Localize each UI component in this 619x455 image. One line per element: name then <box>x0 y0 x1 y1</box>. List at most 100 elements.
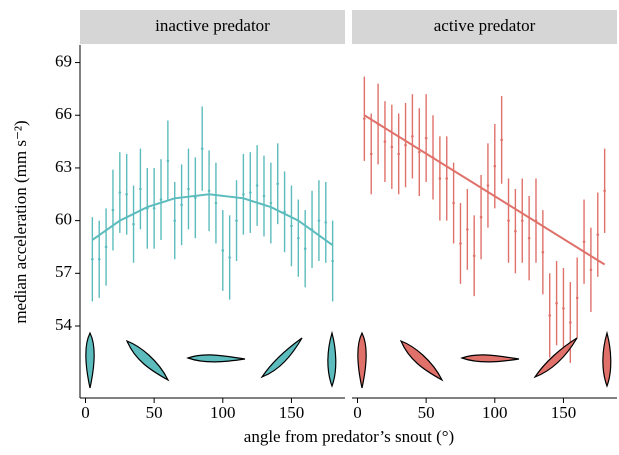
fish <box>533 337 578 379</box>
point <box>303 247 307 251</box>
point <box>445 177 449 180</box>
fish <box>460 354 520 363</box>
point <box>363 117 366 121</box>
y-tick-label: 54 <box>55 315 73 334</box>
point <box>466 228 469 231</box>
point <box>582 240 586 243</box>
fish <box>327 330 337 388</box>
point <box>248 191 252 194</box>
point <box>221 249 225 252</box>
point <box>97 257 101 261</box>
x-tick-label: 50 <box>418 403 435 422</box>
trend-line <box>363 114 606 266</box>
point <box>569 321 572 324</box>
point <box>132 222 135 226</box>
point <box>91 257 94 261</box>
point <box>159 198 163 201</box>
x-tick-label: 150 <box>279 403 305 422</box>
fish <box>85 331 95 389</box>
point <box>486 184 490 187</box>
point <box>472 254 476 258</box>
point <box>555 301 558 305</box>
y-tick-label: 57 <box>55 262 73 281</box>
strip-header <box>352 10 617 44</box>
point <box>255 184 259 187</box>
point <box>596 233 600 236</box>
point <box>438 177 442 180</box>
point <box>125 192 128 196</box>
x-tick-label: 100 <box>210 403 236 422</box>
point <box>194 196 197 200</box>
point <box>603 189 606 193</box>
point <box>500 138 503 142</box>
point <box>228 256 231 259</box>
trend-line <box>91 193 334 247</box>
fish <box>260 337 303 379</box>
x-tick-label: 100 <box>482 403 508 422</box>
panel-title: inactive predator <box>155 16 270 35</box>
point <box>331 259 334 263</box>
point <box>390 145 394 149</box>
point <box>214 201 218 205</box>
point <box>589 268 593 272</box>
point <box>242 192 245 196</box>
fish <box>125 339 170 382</box>
point <box>235 219 238 222</box>
point <box>262 194 266 198</box>
point <box>187 187 190 191</box>
fish <box>399 339 444 382</box>
y-tick-label: 66 <box>55 104 72 123</box>
point <box>324 221 328 224</box>
point <box>507 219 510 222</box>
point <box>180 203 183 207</box>
point <box>383 140 387 143</box>
point <box>290 224 293 228</box>
point <box>369 152 373 156</box>
point <box>166 159 170 163</box>
point <box>411 135 414 138</box>
fish <box>602 330 612 388</box>
x-tick-label: 0 <box>353 403 362 422</box>
point <box>527 236 531 240</box>
point <box>269 201 273 205</box>
fish <box>186 354 246 363</box>
y-tick-label: 63 <box>55 157 72 176</box>
fish <box>357 331 367 389</box>
x-tick-label: 50 <box>146 403 163 422</box>
point <box>111 208 115 212</box>
point <box>317 219 321 222</box>
point <box>452 201 455 205</box>
fish-left <box>85 330 337 389</box>
point <box>207 189 211 193</box>
y-axis-label: median acceleration (mm s⁻²) <box>11 120 30 323</box>
point <box>200 147 204 150</box>
point <box>514 229 517 233</box>
point <box>404 143 407 147</box>
y-tick-label: 60 <box>55 210 72 229</box>
panel-title: active predator <box>434 16 536 35</box>
point <box>493 164 497 168</box>
point <box>104 245 108 249</box>
point <box>520 219 524 222</box>
point <box>562 307 565 310</box>
x-axis-label: angle from predator’s snout (°) <box>244 427 454 446</box>
strip-header <box>80 10 345 44</box>
fish-right <box>357 330 612 389</box>
y-tick-label: 69 <box>55 51 72 70</box>
point <box>118 191 122 194</box>
point <box>548 314 552 317</box>
point <box>575 296 579 300</box>
point <box>417 150 421 154</box>
point <box>152 207 156 210</box>
point <box>139 187 142 191</box>
point <box>297 236 300 240</box>
point <box>424 136 428 140</box>
x-tick-label: 0 <box>81 403 90 422</box>
point <box>397 152 400 156</box>
x-tick-label: 150 <box>551 403 577 422</box>
point <box>276 182 280 186</box>
point <box>541 250 545 254</box>
point <box>173 219 177 222</box>
fish-icons <box>85 330 612 389</box>
